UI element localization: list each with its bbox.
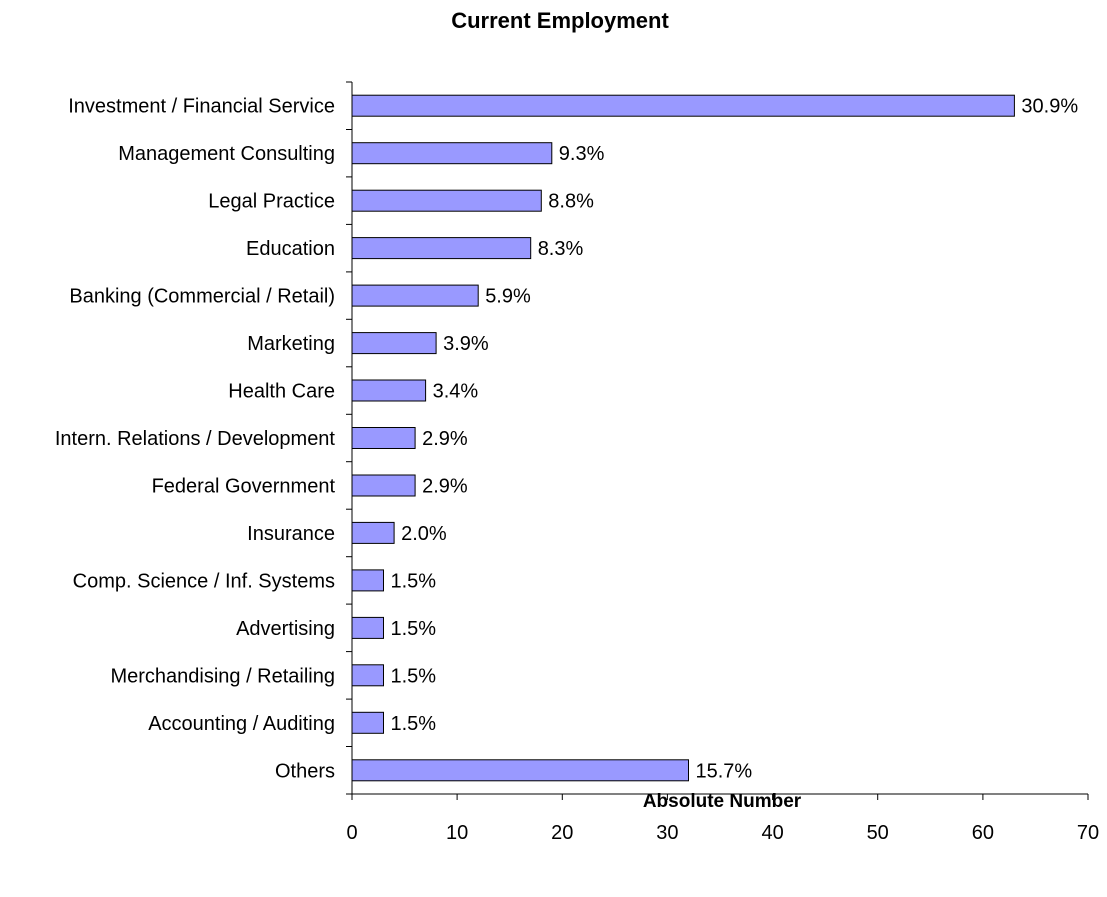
x-tick-label: 0 — [346, 822, 357, 844]
x-tick-label: 20 — [551, 822, 573, 844]
category-label: Merchandising / Retailing — [110, 665, 335, 687]
x-tick-label: 10 — [446, 822, 468, 844]
category-label: Insurance — [247, 523, 335, 545]
category-label: Accounting / Auditing — [148, 713, 335, 735]
category-label: Marketing — [247, 333, 335, 355]
bar — [351, 379, 427, 402]
bar — [351, 332, 437, 355]
bar — [351, 711, 384, 734]
data-label: 1.5% — [391, 570, 437, 592]
bar — [351, 664, 384, 687]
bar — [351, 427, 416, 449]
category-label: Health Care — [228, 381, 335, 403]
data-label: 2.9% — [422, 476, 468, 498]
bar — [351, 142, 553, 165]
data-label: 1.5% — [391, 665, 437, 687]
category-label: Banking (Commercial / Retail) — [69, 286, 335, 308]
x-tick-label: 70 — [1077, 822, 1099, 844]
data-label: 1.5% — [391, 713, 437, 735]
plot-area: Investment / Financial Service 30.9% Manag… — [55, 81, 1099, 844]
chart-title: Current Employment — [451, 8, 669, 33]
category-label: Federal Government — [152, 476, 336, 498]
bar — [351, 474, 416, 497]
data-label: 30.9% — [1021, 96, 1078, 118]
category-label: Management Consulting — [118, 143, 335, 165]
x-tick-label: 40 — [761, 822, 783, 844]
bar — [351, 521, 395, 544]
data-label: 3.4% — [433, 381, 479, 403]
category-label: Investment / Financial Service — [68, 96, 335, 118]
category-label: Others — [275, 760, 335, 782]
bar — [351, 616, 384, 639]
bar — [351, 94, 1015, 117]
category-label: Education — [246, 238, 335, 260]
bar — [351, 189, 542, 212]
data-label: 9.3% — [559, 143, 605, 165]
category-label: Legal Practice — [208, 191, 335, 213]
data-label: 5.9% — [485, 286, 531, 308]
category-label: Comp. Science / Inf. Systems — [73, 570, 335, 592]
data-label: 15.7% — [696, 760, 753, 782]
data-label: 8.8% — [548, 191, 594, 213]
x-tick-label: 30 — [656, 822, 678, 844]
bar — [351, 569, 384, 592]
x-tick-label: 60 — [972, 822, 994, 844]
bar — [351, 237, 532, 260]
data-label: 3.9% — [443, 333, 489, 355]
category-label: Advertising — [236, 618, 335, 640]
bar — [351, 284, 479, 307]
category-label: Intern. Relations / Development — [55, 428, 336, 450]
x-tick-label: 50 — [867, 822, 889, 844]
data-label: 8.3% — [538, 238, 584, 260]
data-label: 2.0% — [401, 523, 447, 545]
data-label: 1.5% — [391, 618, 437, 640]
bar — [351, 759, 689, 782]
data-label: 2.9% — [422, 428, 468, 450]
x-axis-title: Absolute Number — [643, 791, 802, 812]
